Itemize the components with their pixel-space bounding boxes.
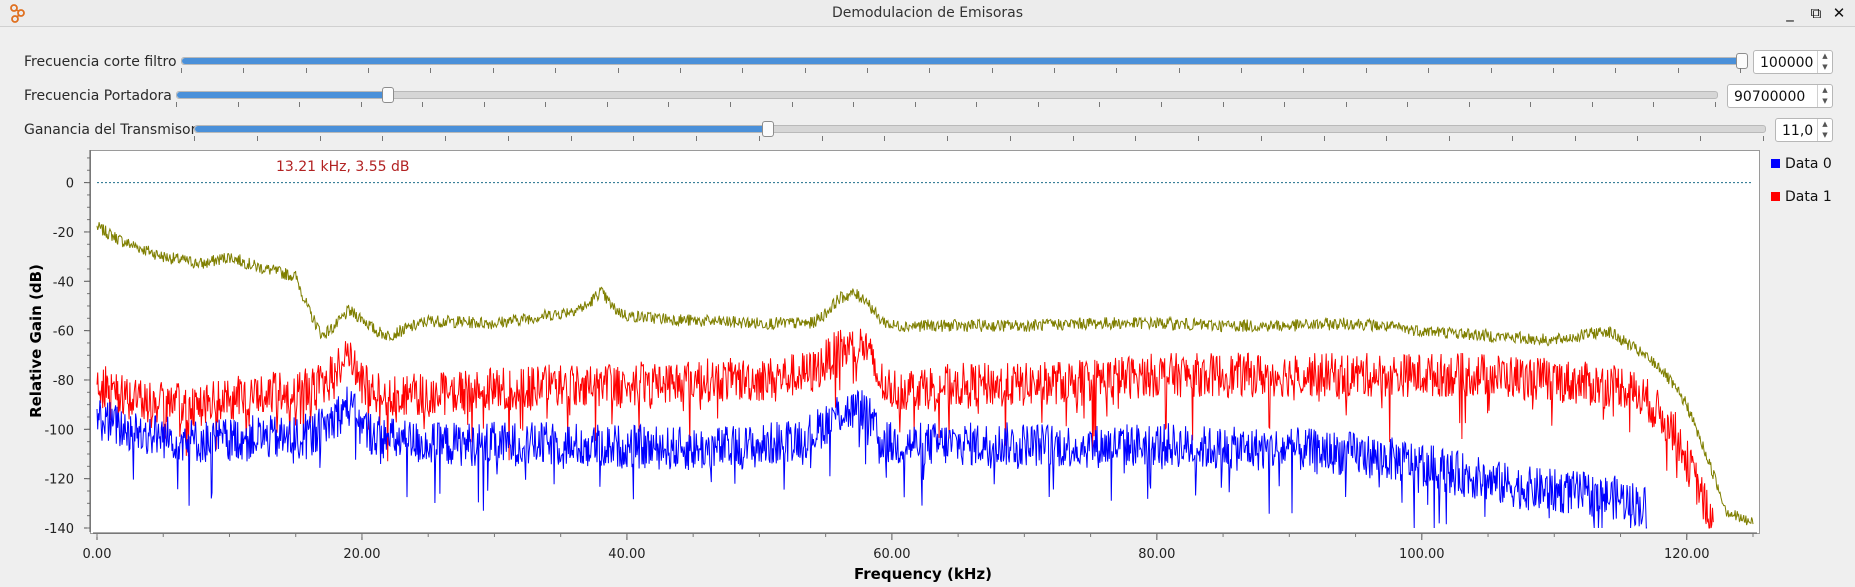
slider-handle[interactable]	[1736, 53, 1748, 69]
spin-up-arrow-icon[interactable]: ▲	[1822, 86, 1828, 94]
legend-swatch	[1771, 192, 1780, 201]
carrier-frequency-slider[interactable]	[176, 87, 1718, 103]
spin-down-arrow-icon[interactable]: ▼	[1822, 63, 1828, 71]
y-tick-label: -120	[44, 473, 74, 488]
control-row-carrier-frequency: Frecuencia Portadora 90700000 ▲ ▼	[0, 82, 1855, 112]
slider-handle[interactable]	[381, 87, 394, 103]
plot-area[interactable]	[90, 150, 1760, 534]
slider-ticks	[181, 68, 1741, 73]
x-tick-label: 80.00	[1138, 547, 1175, 562]
y-tick-label: -60	[53, 325, 74, 340]
legend-item-data-0[interactable]: Data 0	[1771, 156, 1832, 172]
transmitter-gain-spinbox[interactable]: 11,0 ▲ ▼	[1775, 118, 1833, 142]
spinbox-value: 11,0	[1782, 123, 1814, 139]
slider-fill	[182, 58, 1742, 64]
y-tick-label: -100	[44, 423, 74, 438]
maximize-button[interactable]: ⧉	[1810, 4, 1822, 22]
x-tick-label: 40.00	[608, 547, 645, 562]
control-label: Frecuencia Portadora	[24, 88, 172, 104]
slider-ticks	[194, 136, 1764, 141]
y-axis-label: Relative Gain (dB)	[27, 264, 45, 418]
x-tick-label: 0.00	[83, 547, 112, 562]
control-label: Frecuencia corte filtro	[24, 54, 177, 70]
spin-buttons: ▲ ▼	[1817, 51, 1832, 73]
transmitter-gain-slider[interactable]	[194, 121, 1766, 137]
close-button[interactable]: ✕	[1832, 4, 1846, 22]
x-tick-label: 120.00	[1664, 547, 1710, 562]
legend-label: Data 0	[1785, 156, 1832, 172]
x-tick-label: 20.00	[343, 547, 380, 562]
minimize-button[interactable]: _	[1786, 4, 1794, 22]
x-axis: 0.00 20.00 40.00 60.00 80.00 100.00 120.00	[83, 532, 1757, 562]
spin-down-arrow-icon[interactable]: ▼	[1822, 131, 1828, 139]
filter-cutoff-slider[interactable]	[181, 53, 1748, 69]
y-axis: 0 -20 -40 -60 -80 -100 -120 -140	[44, 150, 91, 537]
x-axis-label: Frequency (kHz)	[854, 565, 992, 583]
spin-buttons: ▲ ▼	[1817, 85, 1832, 107]
spin-up-arrow-icon[interactable]: ▲	[1822, 52, 1828, 60]
legend-label: Data 1	[1785, 189, 1832, 205]
y-tick-label: -80	[53, 374, 74, 389]
x-tick-label: 100.00	[1399, 547, 1445, 562]
filter-cutoff-spinbox[interactable]: 100000 ▲ ▼	[1753, 50, 1833, 74]
control-label: Ganancia del Transmisor	[24, 122, 197, 138]
control-row-filter-cutoff: Frecuencia corte filtro 100000 ▲ ▼	[0, 48, 1855, 78]
gnuradio-logo-icon	[10, 4, 25, 23]
legend-swatch	[1771, 159, 1780, 168]
y-tick-label: 0	[66, 177, 74, 192]
y-tick-label: -40	[53, 275, 74, 290]
carrier-frequency-spinbox[interactable]: 90700000 ▲ ▼	[1727, 84, 1833, 108]
spin-up-arrow-icon[interactable]: ▲	[1822, 120, 1828, 128]
spinbox-value: 90700000	[1734, 89, 1806, 105]
legend-item-data-1[interactable]: Data 1	[1771, 189, 1832, 205]
control-row-transmitter-gain: Ganancia del Transmisor 11,0 ▲ ▼	[0, 116, 1855, 146]
slider-fill	[177, 92, 388, 98]
spin-down-arrow-icon[interactable]: ▼	[1822, 97, 1828, 105]
y-tick-label: -140	[44, 522, 74, 537]
x-tick-label: 60.00	[873, 547, 910, 562]
slider-ticks	[176, 102, 1716, 107]
slider-fill	[195, 126, 769, 132]
y-tick-label: -20	[53, 226, 74, 241]
slider-handle[interactable]	[762, 121, 775, 137]
spinbox-value: 100000	[1760, 55, 1814, 71]
spin-buttons: ▲ ▼	[1817, 119, 1832, 141]
window-title: Demodulacion de Emisoras	[831, 5, 1024, 21]
title-bar: Demodulacion de Emisoras _ ⧉ ✕	[0, 0, 1855, 27]
